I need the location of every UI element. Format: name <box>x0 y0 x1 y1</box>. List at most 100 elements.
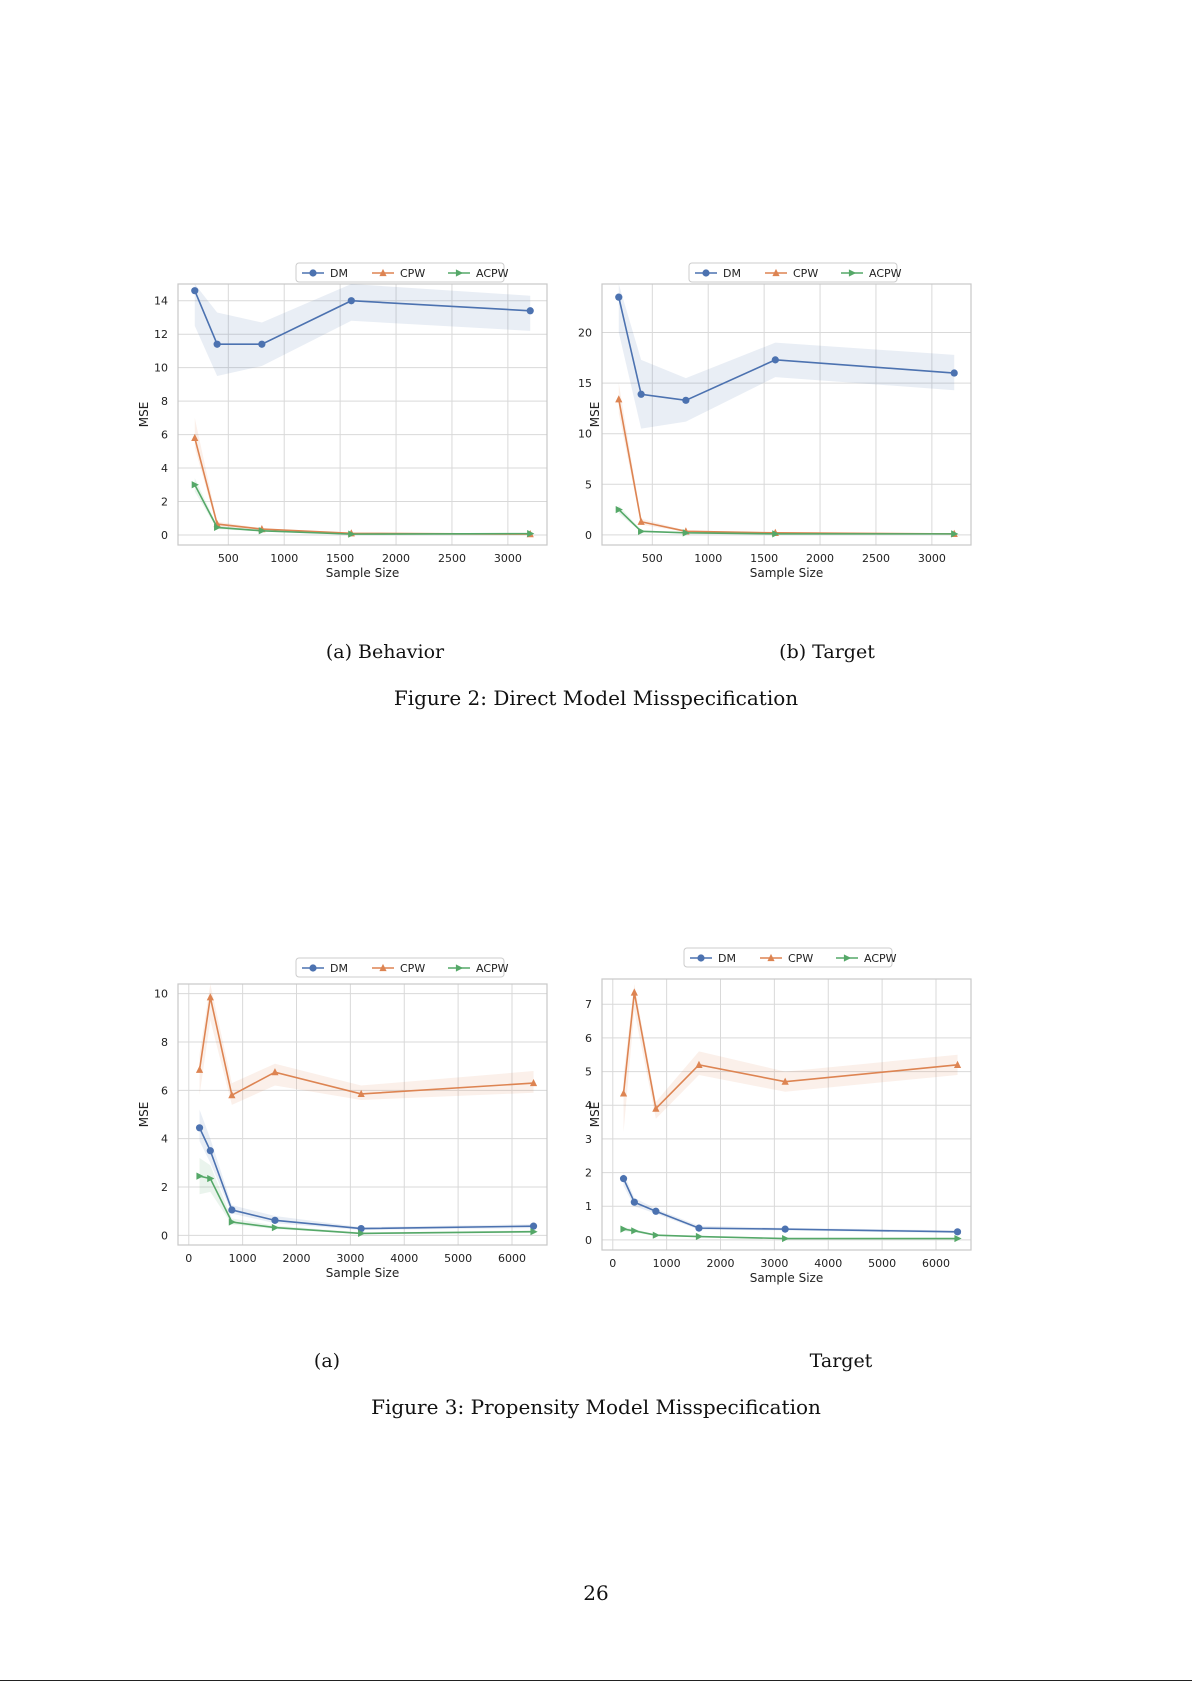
x-tick-label: 6000 <box>922 1257 950 1270</box>
legend-marker-cpw <box>772 268 780 277</box>
data-point-acpw <box>191 481 199 489</box>
data-point-dm <box>195 1124 204 1132</box>
legend-label-cpw: CPW <box>400 962 425 975</box>
y-axis-label: MSE <box>137 1102 151 1128</box>
legend-label-cpw: CPW <box>400 267 425 280</box>
series-line-cpw <box>622 992 958 1111</box>
legend-marker-dm <box>702 269 710 277</box>
y-tick-label: 0 <box>585 529 592 542</box>
x-axis-label: Sample Size <box>326 566 399 580</box>
y-tick-label: 20 <box>578 327 592 340</box>
plot-frame <box>177 983 548 1246</box>
confidence-band-dm <box>194 284 531 377</box>
legend: DM CPW ACPW <box>295 957 509 978</box>
plot-area: 0 1000 2000 3000 4000 5000 6000 0 2 4 6 8 10 Sample S… <box>137 983 548 1280</box>
data-point-dm <box>228 1206 236 1214</box>
legend: DM CPW ACPW <box>683 947 897 968</box>
y-tick-label: 0 <box>585 1234 592 1247</box>
data-point-acpw <box>527 530 535 538</box>
data-point-acpw <box>196 1172 204 1180</box>
data-point-acpw <box>682 529 690 537</box>
chart-svg: 500 1000 1500 2000 2500 3000 0 5 10 15 20 Sample Si… <box>578 262 972 580</box>
series-line-acpw <box>199 1175 534 1235</box>
data-point-dm <box>526 307 534 315</box>
y-tick-label: 4 <box>161 462 168 475</box>
plot-area: 500 1000 1500 2000 2500 3000 0 2 4 6 8 10 12 14 Sample… <box>137 283 548 580</box>
y-axis-label: MSE <box>588 1102 602 1128</box>
data-point-cpw <box>630 988 638 996</box>
bottom-rule <box>0 1680 1192 1681</box>
series-line-dm <box>198 1127 534 1230</box>
data-point-acpw <box>214 523 222 532</box>
x-tick-label: 2500 <box>862 552 890 565</box>
chart-behavior-direct: 500 1000 1500 2000 2500 3000 0 2 4 6 8 10 12 14 Sample… <box>137 260 590 635</box>
y-tick-label: 3 <box>585 1133 592 1146</box>
x-tick-label: 500 <box>218 552 239 565</box>
x-tick-label: 5000 <box>868 1257 896 1270</box>
data-point-cpw <box>615 395 623 403</box>
chart-svg: 500 1000 1500 2000 2500 3000 0 2 4 6 8 10 12 14 Sample… <box>137 262 548 580</box>
y-tick-label: 10 <box>154 988 168 1001</box>
data-point-cpw <box>529 1078 538 1087</box>
data-point-cpw <box>619 1089 628 1097</box>
x-tick-label: 4000 <box>390 1252 418 1265</box>
data-point-acpw <box>358 1229 366 1237</box>
data-point-cpw <box>953 1060 962 1068</box>
confidence-band-dm <box>618 284 955 429</box>
y-axis-label: MSE <box>137 402 151 428</box>
legend-label-dm: DM <box>718 952 736 965</box>
data-point-dm <box>630 1198 638 1206</box>
chart-svg: 0 1000 2000 3000 4000 5000 6000 0 2 4 6 8 10 Sample S… <box>137 957 548 1280</box>
data-point-dm <box>258 340 266 348</box>
y-tick-label: 8 <box>161 395 168 408</box>
data-point-acpw <box>615 505 623 514</box>
legend-marker-acpw <box>455 269 464 277</box>
y-tick-label: 6 <box>585 1032 592 1045</box>
data-point-dm <box>213 340 221 348</box>
subcaption-a-fig3: (a) <box>313 1350 341 1372</box>
figure-3-caption: Figure 3: Propensity Model Misspecificat… <box>371 1395 821 1419</box>
data-point-dm <box>347 297 355 305</box>
x-tick-label: 3000 <box>918 552 946 565</box>
data-point-cpw <box>191 433 199 442</box>
data-point-dm <box>191 287 199 295</box>
data-point-acpw <box>782 1234 790 1243</box>
legend-label-dm: DM <box>330 267 348 280</box>
legend-marker-acpw <box>455 964 464 972</box>
plot-area: 0 1000 2000 3000 4000 5000 6000 0 1 2 3 4 5 6 7 Sample … <box>585 978 972 1285</box>
confidence-band-acpw <box>199 1158 534 1235</box>
legend-box <box>688 262 898 283</box>
data-point-cpw <box>652 1104 660 1112</box>
y-tick-label: 10 <box>154 362 168 375</box>
data-point-acpw <box>954 1234 962 1243</box>
y-tick-label: 4 <box>585 1099 592 1112</box>
y-tick-label: 2 <box>161 496 168 509</box>
x-tick-label: 500 <box>642 552 663 565</box>
data-point-dm <box>271 1216 279 1224</box>
subcaption-a-fig2: (a) Behavior <box>325 641 445 663</box>
data-point-dm <box>695 1224 703 1232</box>
legend-marker-dm <box>309 269 317 277</box>
subcaption-b-fig3: Target <box>809 1350 873 1372</box>
legend-marker-cpw <box>379 963 387 972</box>
x-tick-label: 3000 <box>336 1252 364 1265</box>
data-point-cpw <box>637 517 645 525</box>
data-point-dm <box>682 396 690 404</box>
legend-marker-acpw <box>843 954 852 962</box>
plot-frame <box>177 283 548 546</box>
series-line-cpw <box>193 437 531 535</box>
y-tick-label: 10 <box>578 428 592 441</box>
confidence-band-cpw <box>194 417 531 535</box>
legend-label-cpw: CPW <box>793 267 818 280</box>
data-point-cpw <box>357 1089 365 1098</box>
x-tick-label: 0 <box>185 1252 192 1265</box>
data-point-dm <box>637 390 645 398</box>
data-point-dm <box>206 1147 214 1155</box>
legend-label-dm: DM <box>723 267 741 280</box>
y-tick-label: 12 <box>154 328 168 341</box>
data-point-cpw <box>228 1091 236 1099</box>
x-axis-label: Sample Size <box>326 1266 399 1280</box>
legend-box <box>683 947 893 968</box>
series-line-dm <box>622 1178 958 1233</box>
data-point-acpw <box>951 530 959 538</box>
